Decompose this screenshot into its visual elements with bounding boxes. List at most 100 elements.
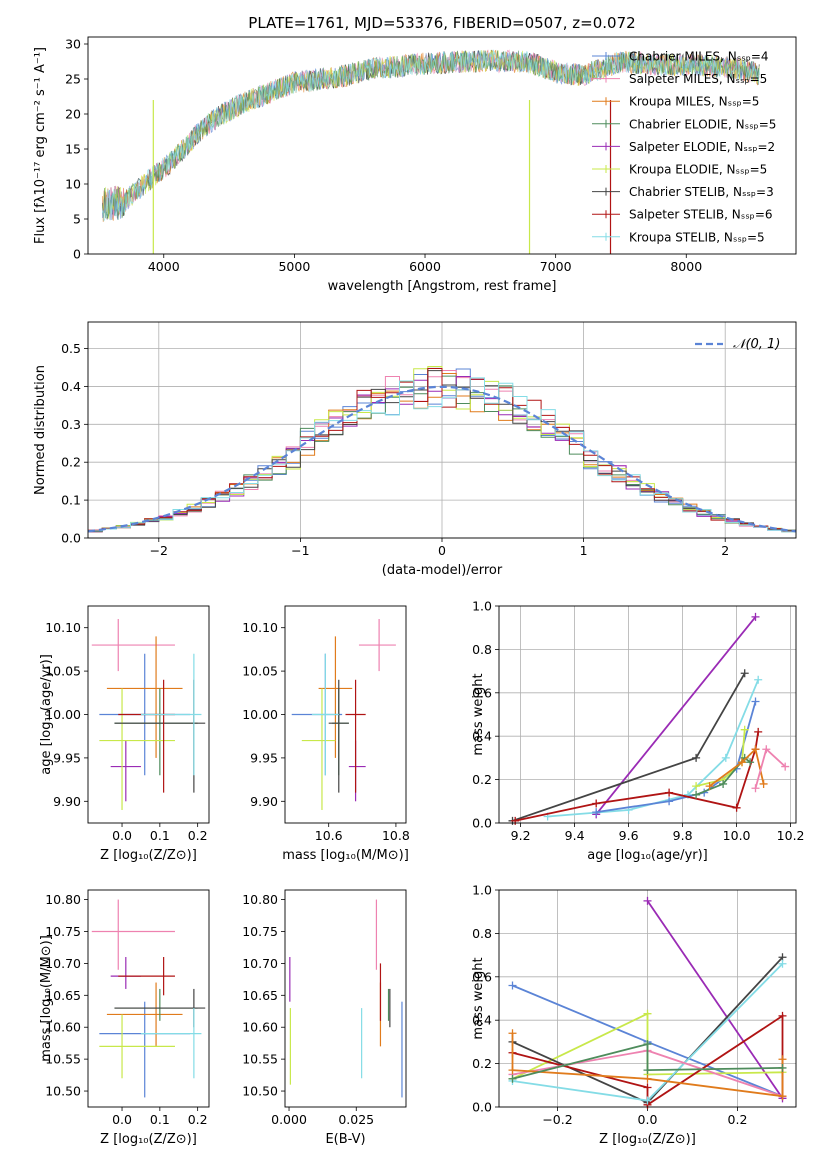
panel-weight_vs_age: 9.2 9.4 9.6 9.8 10.0 10.2 0.0 0.2 0.4 0.6 0.8 1.0 ag… (471, 599, 805, 864)
weight-line-chabrier_elodie (512, 1042, 783, 1080)
x-tick-label: −1 (291, 543, 309, 558)
y-tick-label: 25 (65, 72, 81, 87)
x-tick-label: 0.0 (638, 1112, 658, 1127)
weight-point-kroupa_stelib (754, 675, 763, 684)
y-tick-label: 0 (73, 247, 81, 262)
weight-point-kroupa_miles (508, 1066, 517, 1075)
x-tick-label: 7000 (540, 259, 572, 274)
weight-point-kroupa_miles (778, 1055, 787, 1064)
weight-point-chabrier_elodie (643, 1040, 652, 1049)
x-tick-label: 0 (438, 543, 446, 558)
y-tick-label: 0.8 (472, 642, 492, 657)
axes-frame (87, 889, 210, 1108)
x-tick-label: 10.2 (777, 828, 805, 843)
weight-point-salpeter_stelib (732, 803, 741, 812)
y-tick-label: 0.6 (472, 969, 492, 984)
weight-point-salpeter_stelib (665, 788, 674, 797)
weight-point-kroupa_miles (738, 758, 746, 767)
weight-point-kroupa_miles (508, 1029, 517, 1038)
x-axis-label: mass [log₁₀(M/M⊙)] (282, 848, 409, 863)
weight-point-kroupa_miles (759, 779, 768, 788)
gauss-curve (87, 385, 797, 533)
x-tick-label: 2 (721, 543, 729, 558)
axes-frame (498, 889, 797, 1108)
y-tick-label: 10.80 (45, 892, 81, 907)
x-tick-label: 0.000 (271, 1112, 307, 1127)
weight-point-kroupa_stelib (778, 959, 787, 968)
legend: Chabrier MILES, Nₛₛₚ=4 Salpeter MILES, Nₛ… (592, 50, 776, 244)
x-tick-label: 10.0 (723, 828, 751, 843)
y-tick-label: 0.6 (472, 685, 492, 700)
y-tick-label: 10.05 (45, 664, 81, 679)
y-tick-label: 10.75 (45, 924, 81, 939)
y-tick-label: 0.0 (472, 816, 492, 831)
y-tick-label: 10.50 (45, 1084, 81, 1099)
y-tick-label: 1.0 (472, 599, 492, 614)
legend-label: 𝒩(0, 1) (733, 337, 780, 352)
y-axis-label: mass [log₁₀(M/M⊙)] (39, 935, 54, 1062)
y-tick-label: 0.4 (472, 729, 492, 744)
weight-line-salpeter_elodie (595, 616, 757, 815)
x-tick-label: 10.8 (382, 828, 410, 843)
panel-age_vs_Z: 0.0 0.1 0.2 9.90 9.95 10.00 10.05 10.10 Z [log₁₀… (39, 605, 210, 863)
x-axis-label: (data-model)/error (382, 563, 503, 578)
x-tick-label: −2 (150, 543, 168, 558)
legend-label: Kroupa STELIB, Nₛₛₚ=5 (629, 230, 765, 244)
y-axis-label: mass weight (471, 957, 486, 1039)
legend-label: Kroupa ELODIE, Nₛₛₚ=5 (629, 163, 767, 177)
x-tick-label: 6000 (409, 259, 441, 274)
weight-line-kroupa_stelib (547, 679, 760, 818)
weight-point-salpeter_miles (751, 784, 760, 793)
weight-point-chabrier_miles (665, 797, 674, 806)
x-tick-label: 8000 (670, 259, 702, 274)
x-tick-label: 9.8 (673, 828, 693, 843)
weight-point-chabrier_elodie (746, 758, 755, 767)
x-tick-label: 0.0 (112, 1112, 132, 1127)
x-tick-label: 9.4 (565, 828, 585, 843)
legend-label: Salpeter MILES, Nₛₛₚ=5 (629, 72, 767, 86)
legend-label: Salpeter STELIB, Nₛₛₚ=6 (629, 208, 773, 222)
x-tick-label: 5000 (278, 259, 310, 274)
y-tick-label: 0.2 (472, 1056, 492, 1071)
weight-line-kroupa_miles (709, 747, 765, 787)
y-tick-label: 1.0 (472, 883, 492, 898)
x-axis-label: Z [log₁₀(Z/Z⊙)] (100, 1132, 197, 1147)
plot-area (508, 896, 787, 1109)
x-tick-label: 9.2 (511, 828, 531, 843)
y-tick-label: 10.00 (45, 707, 81, 722)
weight-point-kroupa_stelib (721, 753, 730, 762)
y-tick-label: 0.8 (472, 926, 492, 941)
weight-point-kroupa_elodie (692, 782, 701, 791)
x-axis-label: wavelength [Angstrom, rest frame] (328, 279, 557, 294)
weight-point-kroupa_miles (643, 1074, 652, 1083)
y-tick-label: 0.5 (61, 341, 81, 356)
weight-point-kroupa_miles (751, 745, 760, 754)
y-tick-label: 10.65 (242, 988, 278, 1003)
y-axis-label: mass weight (471, 673, 486, 755)
plot-area (102, 49, 760, 254)
y-tick-label: 0.3 (61, 417, 81, 432)
weight-point-kroupa_miles (705, 782, 714, 791)
y-tick-label: 10.80 (242, 892, 278, 907)
y-tick-label: 10.60 (45, 1020, 81, 1035)
y-tick-label: 10.75 (242, 924, 278, 939)
weight-point-salpeter_miles (762, 745, 771, 754)
x-tick-label: −0.2 (542, 1112, 572, 1127)
legend-label: Kroupa MILES, Nₛₛₚ=5 (629, 95, 759, 109)
weight-point-kroupa_elodie (643, 1009, 652, 1018)
legend-label: Salpeter ELODIE, Nₛₛₚ=2 (629, 140, 775, 154)
weight-point-salpeter_elodie (751, 612, 760, 621)
panel-weight_vs_Z: −0.2 0.0 0.2 0.0 0.2 0.4 0.6 0.8 1.0 Z [log₁₀(Z/Z… (471, 883, 797, 1147)
axes-frame (284, 605, 407, 824)
axes-frame (87, 36, 797, 255)
y-tick-label: 0.0 (61, 531, 81, 546)
weight-point-salpeter_stelib (643, 1083, 652, 1092)
x-axis-label: age [log₁₀(age/yr)] (587, 848, 708, 863)
weight-line-chabrier_miles (596, 701, 757, 813)
plot-area (87, 366, 797, 533)
y-axis-label: age [log₁₀(age/yr)] (39, 654, 54, 775)
x-tick-label: 1 (580, 543, 588, 558)
axes-frame (87, 321, 797, 539)
panel-spectrum: 4000 5000 6000 7000 8000 0 5 10 15 20 25 30 waveleng… (33, 14, 797, 294)
